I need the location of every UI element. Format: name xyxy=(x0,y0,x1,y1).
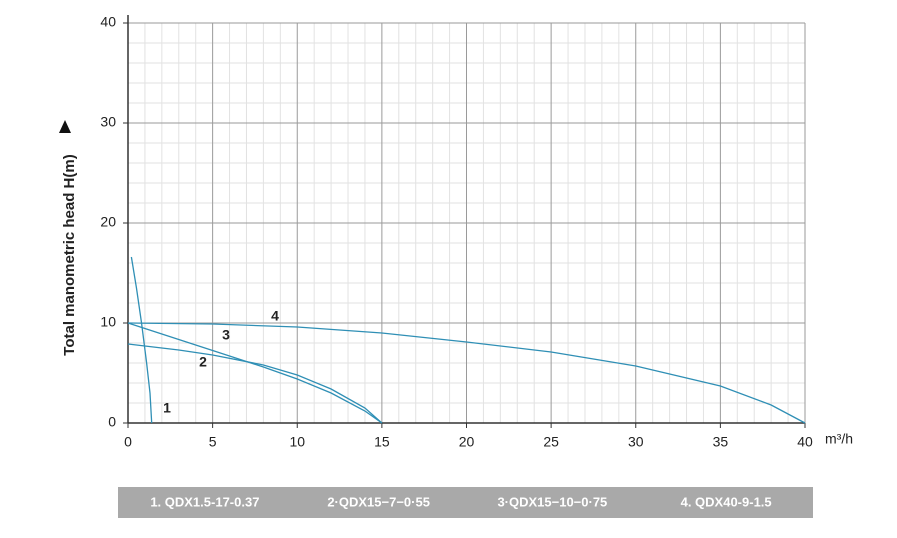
y-tick-label: 0 xyxy=(108,414,116,430)
curve xyxy=(127,322,806,424)
x-tick-label: 0 xyxy=(124,434,132,450)
x-tick-label: 30 xyxy=(628,434,644,450)
y-axis-label: Total manometric head H(m) xyxy=(61,154,78,355)
curve xyxy=(127,322,383,424)
y-tick-label: 20 xyxy=(100,214,116,230)
legend-bar xyxy=(118,487,813,518)
legend-entry: 1. QDX1.5-17-0.37 xyxy=(150,494,259,509)
y-tick-label: 40 xyxy=(100,14,116,30)
curve xyxy=(127,343,383,424)
legend-entry: 3·QDX15−10−0·75 xyxy=(497,494,607,509)
y-tick-label: 10 xyxy=(100,314,116,330)
axis-arrow xyxy=(59,120,71,133)
x-tick-label: 25 xyxy=(543,434,559,450)
legend-entry: 2·QDX15−7−0·55 xyxy=(327,494,430,509)
x-tick-label: 40 xyxy=(797,434,813,450)
x-tick-label: 35 xyxy=(713,434,729,450)
x-axis-unit: m³/h xyxy=(825,431,853,447)
x-tick-label: 10 xyxy=(289,434,305,450)
curve-label: 4 xyxy=(271,308,279,324)
curve-label: 1 xyxy=(163,400,171,416)
curve-label: 2 xyxy=(199,354,207,370)
legend-entry: 4. QDX40-9-1.5 xyxy=(681,494,772,509)
x-tick-label: 5 xyxy=(209,434,217,450)
y-tick-label: 30 xyxy=(100,114,116,130)
x-tick-label: 20 xyxy=(459,434,475,450)
x-tick-label: 15 xyxy=(374,434,390,450)
curve-label: 3 xyxy=(222,327,230,343)
curve xyxy=(130,256,153,424)
